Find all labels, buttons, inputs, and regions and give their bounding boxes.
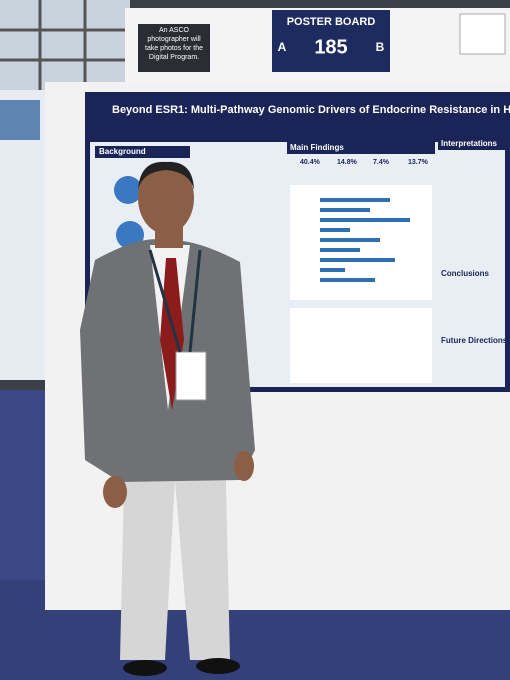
lanyard: [148, 249, 202, 353]
badge: [175, 351, 207, 401]
stat: 40.4%: [300, 159, 321, 166]
sign-label: POSTER BOARD: [287, 16, 376, 28]
section-header: [287, 142, 435, 154]
person: [80, 161, 255, 676]
qr-card: [459, 13, 506, 55]
stat: 13.7%: [408, 159, 429, 166]
trousers: [120, 440, 230, 660]
hand: [234, 451, 254, 481]
head: [138, 162, 194, 234]
window-frames: [0, 0, 130, 90]
poster-title: Beyond ESR1: Multi-Pathway Genomic Drive…: [112, 104, 510, 116]
pie-icon: [114, 176, 142, 204]
stat: 7.4%: [373, 159, 390, 166]
sign-right: B: [376, 40, 385, 54]
section-header: [95, 146, 190, 158]
hand: [103, 476, 127, 508]
notice-holder: An ASCO photographer will take photos fo…: [145, 27, 203, 61]
figure-bars: [320, 198, 410, 282]
section-title: Main Findings: [290, 143, 344, 152]
side-poster-header: [0, 100, 40, 140]
windows: [0, 0, 130, 90]
stats: 40.4% 14.8% 7.4% 13.7%: [300, 159, 429, 166]
hair: [138, 161, 194, 190]
bar-figure: [290, 185, 432, 300]
notice-box: [138, 24, 210, 72]
sign-left: A: [278, 40, 287, 54]
table-figure: [290, 308, 432, 383]
number-box: [272, 10, 390, 72]
shoe: [196, 658, 240, 674]
section-title: Conclusions: [441, 269, 490, 278]
section-title: Future Directions: [441, 336, 508, 345]
stat: 14.8%: [337, 159, 358, 166]
notice: An ASCO photographer will take photos fo…: [145, 27, 203, 61]
shoe: [123, 660, 167, 676]
section-title: Interpretations: [441, 139, 498, 148]
sign-number: 185: [314, 36, 347, 58]
section-title: Background: [99, 147, 146, 156]
section-header: [438, 138, 510, 150]
